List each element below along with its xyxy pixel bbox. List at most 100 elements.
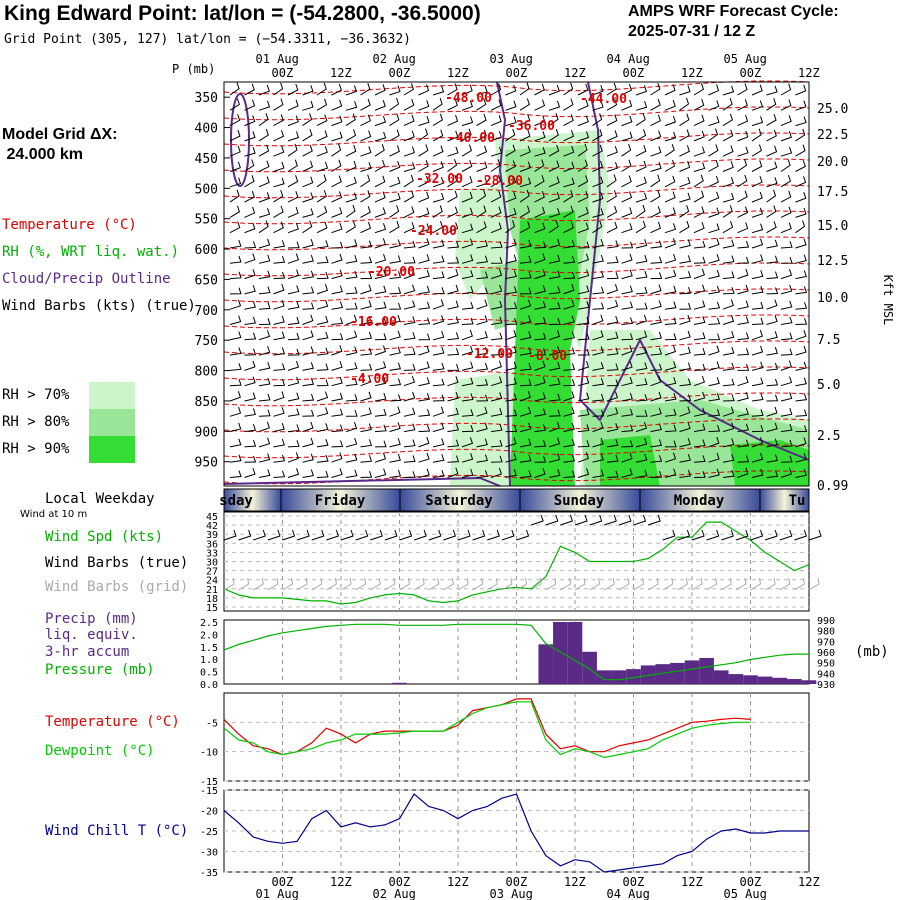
wind-barb xyxy=(563,315,575,325)
wind-barb xyxy=(650,455,663,463)
wind-barb xyxy=(331,468,343,478)
wind-barb xyxy=(331,424,344,433)
wind-barb xyxy=(244,467,256,478)
wind-barb xyxy=(577,452,589,463)
wind-barb xyxy=(505,393,518,402)
wind-barb xyxy=(766,438,778,448)
wind-barb xyxy=(780,159,791,172)
top-hour-label: 00Z xyxy=(506,66,528,80)
wind-barb xyxy=(780,222,792,234)
wind-barb xyxy=(534,253,546,264)
wind-barb xyxy=(447,391,459,402)
bottom-hour-label: 00Z xyxy=(272,875,294,889)
wind-barb xyxy=(505,254,517,264)
wind-barb xyxy=(635,469,648,478)
wind-barb xyxy=(490,467,503,478)
temperature-contour xyxy=(223,210,810,225)
bottom-date-label: 04 Aug xyxy=(607,887,650,900)
wind-barb xyxy=(650,407,662,417)
wind-barb xyxy=(223,577,235,591)
wind-barb xyxy=(389,453,401,463)
wind-barb xyxy=(476,113,487,127)
wind-barb xyxy=(403,332,416,341)
wind-barb xyxy=(708,175,719,188)
wind-barb xyxy=(519,114,531,127)
weekday-label: Friday xyxy=(315,493,366,509)
wind-barb xyxy=(708,424,721,433)
wind-barb xyxy=(505,409,518,417)
cloud-outline xyxy=(223,81,810,487)
wind-barb xyxy=(795,220,806,234)
wind-barb xyxy=(490,408,503,417)
wind-barb xyxy=(563,454,576,463)
wind-barb xyxy=(519,347,532,356)
wind-barb xyxy=(374,361,387,371)
wind-barb xyxy=(664,408,677,417)
wind-barb xyxy=(621,424,634,433)
wind-barb xyxy=(273,379,286,387)
wind-barb xyxy=(751,160,763,172)
wind-barb xyxy=(374,392,387,402)
wind-barb xyxy=(519,299,532,310)
wind-barb xyxy=(345,346,358,356)
wind-barb xyxy=(766,422,778,433)
wind-barb xyxy=(403,284,416,295)
wind-barb xyxy=(606,407,619,417)
wind-barb xyxy=(563,379,576,387)
wind-barb xyxy=(693,190,705,203)
wind-barb xyxy=(447,455,460,463)
wind-barb xyxy=(374,84,386,96)
wind-barb xyxy=(664,424,677,433)
wind-barb xyxy=(592,314,604,325)
wind-barb xyxy=(664,377,677,387)
wind-speed-tick: 45 xyxy=(206,512,218,523)
top-date-label: 04 Aug xyxy=(607,52,650,66)
wind-barb xyxy=(621,222,633,234)
weekday-label: Monday xyxy=(674,493,725,509)
wind-barb xyxy=(621,361,633,371)
wind-barb xyxy=(229,189,240,203)
wind-barb xyxy=(331,317,344,325)
wind-barb xyxy=(621,191,633,203)
wind-barb xyxy=(662,577,674,591)
wind-barb xyxy=(679,161,691,172)
wind-barb xyxy=(374,408,387,417)
height-tick-label: 5.0 xyxy=(817,378,840,393)
wind-barb xyxy=(766,177,778,188)
temperature-contour-label: -12.00 xyxy=(466,347,513,362)
wind-barb xyxy=(592,409,605,417)
wind-barb xyxy=(287,285,300,295)
wind-barb xyxy=(664,144,675,157)
wind-barb xyxy=(447,423,460,433)
wind-barb xyxy=(316,454,329,463)
wind-barb xyxy=(650,470,663,478)
top-hour-label: 12Z xyxy=(447,66,469,80)
wind-barb xyxy=(751,223,764,234)
wind-barb xyxy=(621,376,633,387)
wind-barb xyxy=(244,392,256,402)
wind-barb xyxy=(647,577,659,591)
wind-barb xyxy=(418,207,430,218)
wind-barb xyxy=(486,577,498,591)
wind-barb xyxy=(693,284,706,295)
wind-barb xyxy=(403,471,416,478)
wind-barb xyxy=(461,377,474,387)
wind-barb xyxy=(563,283,575,295)
temperature-contour xyxy=(223,236,810,251)
wind-barb xyxy=(432,330,445,341)
wind-barb xyxy=(606,454,619,463)
wind-barb xyxy=(374,269,387,280)
wind-barb xyxy=(650,331,663,341)
dewpoint-label: Dewpoint (°C) xyxy=(45,743,155,759)
wind-barb xyxy=(302,192,314,203)
wind-barb xyxy=(490,146,503,157)
bottom-hour-label: 00Z xyxy=(389,875,411,889)
wind-barb xyxy=(722,287,735,295)
wind-barb xyxy=(693,206,705,218)
wind-barb xyxy=(316,82,327,96)
wind-barb xyxy=(737,364,750,371)
wind-barb xyxy=(548,254,561,264)
wind-barb xyxy=(389,97,400,111)
wind-barb xyxy=(302,393,315,402)
wind-barb xyxy=(476,362,489,371)
